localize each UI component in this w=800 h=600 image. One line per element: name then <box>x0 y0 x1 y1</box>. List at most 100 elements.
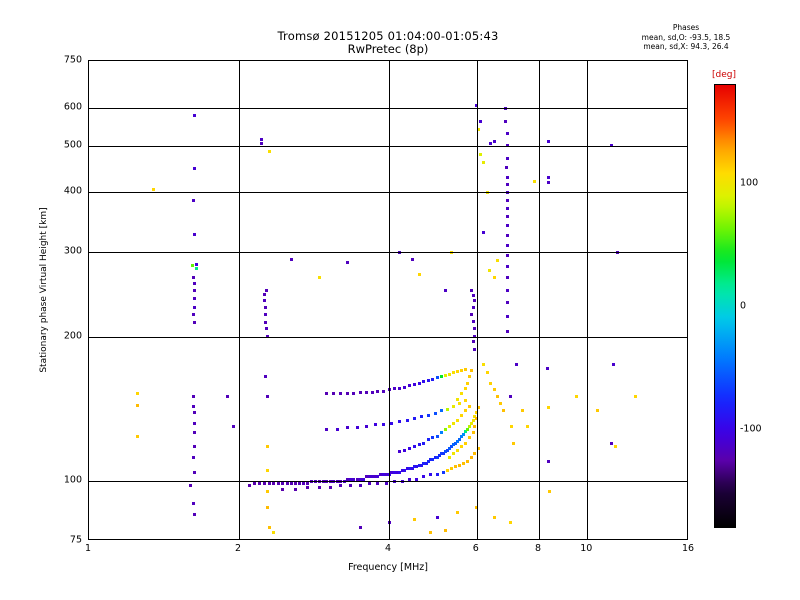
scatter-point <box>454 441 458 445</box>
scatter-point <box>440 375 444 379</box>
scatter-point <box>265 490 269 494</box>
scatter-point <box>408 467 412 471</box>
x-tick-label: 8 <box>534 543 542 554</box>
scatter-point <box>452 421 456 425</box>
scatter-point <box>464 399 468 403</box>
scatter-point <box>506 206 510 210</box>
scatter-point <box>446 448 450 452</box>
scatter-point <box>427 379 430 382</box>
scatter-point <box>450 445 454 448</box>
x-gridline <box>587 61 588 539</box>
scatter-point <box>248 483 252 487</box>
scatter-point <box>444 528 448 532</box>
scatter-point <box>427 459 430 463</box>
scatter-point <box>355 426 359 430</box>
scatter-point <box>505 254 509 257</box>
phase-stats-header: Phases <box>672 23 700 32</box>
scatter-point <box>504 166 508 169</box>
scatter-point <box>435 434 439 438</box>
scatter-point <box>345 477 349 481</box>
scatter-point <box>505 243 509 247</box>
scatter-point <box>448 424 452 428</box>
scatter-point <box>349 477 353 481</box>
scatter-point <box>367 481 371 485</box>
scatter-point <box>403 448 407 452</box>
scatter-point <box>440 409 444 413</box>
scatter-point <box>370 390 374 394</box>
scatter-point <box>477 406 480 410</box>
y-tick-label: 75 <box>69 534 82 546</box>
scatter-point <box>452 443 456 447</box>
scatter-point <box>325 428 329 432</box>
scatter-point <box>520 409 524 413</box>
scatter-point <box>265 335 269 338</box>
scatter-point <box>458 438 462 442</box>
scatter-point <box>281 488 285 491</box>
scatter-point <box>263 375 267 379</box>
x-gridline <box>239 61 240 539</box>
scatter-point <box>485 371 489 375</box>
scatter-point <box>471 305 475 309</box>
y-tick-label: 500 <box>63 139 82 151</box>
scatter-point <box>478 120 482 124</box>
scatter-point <box>420 415 424 419</box>
scatter-point <box>290 481 294 485</box>
scatter-point <box>263 481 266 485</box>
scatter-point <box>475 104 479 108</box>
scatter-point <box>473 335 477 338</box>
scatter-point <box>464 429 468 433</box>
scatter-point <box>405 418 409 422</box>
scatter-point <box>400 469 404 473</box>
scatter-point <box>263 313 267 317</box>
scatter-point <box>456 370 460 374</box>
scatter-point <box>358 483 362 487</box>
scatter-point <box>431 457 435 461</box>
scatter-point <box>464 367 468 371</box>
scatter-point <box>193 431 197 435</box>
scatter-point <box>505 175 509 179</box>
scatter-point <box>152 188 156 191</box>
scatter-point <box>332 392 336 396</box>
scatter-point <box>358 526 362 529</box>
scatter-point <box>265 469 269 473</box>
scatter-point <box>469 313 473 317</box>
scatter-point <box>390 471 394 475</box>
scatter-point <box>448 372 452 376</box>
chart-title-line1: Tromsø 20151205 01:04:00-01:05:43 <box>277 29 499 43</box>
scatter-point <box>612 362 616 366</box>
phase-stats-x: mean, sd,X: 94.3, 26.4 <box>643 42 729 51</box>
scatter-point <box>345 426 349 430</box>
x-tick-label: 16 <box>681 543 695 554</box>
scatter-point <box>460 434 464 438</box>
scatter-point <box>475 410 479 414</box>
scatter-point <box>413 445 416 448</box>
scatter-points-layer <box>89 61 689 541</box>
scatter-point <box>471 431 475 435</box>
scatter-point <box>435 515 439 519</box>
scatter-point <box>382 473 385 477</box>
scatter-point <box>298 481 302 485</box>
scatter-point <box>260 137 264 141</box>
scatter-point <box>456 418 460 422</box>
scatter-point <box>361 477 365 481</box>
scatter-point <box>263 298 266 302</box>
scatter-point <box>505 144 509 147</box>
scatter-point <box>448 446 452 450</box>
scatter-point <box>264 326 268 330</box>
scatter-point <box>415 465 419 469</box>
scatter-point <box>499 402 503 406</box>
scatter-point <box>420 463 424 467</box>
scatter-point <box>464 409 468 413</box>
scatter-point <box>408 477 412 481</box>
y-tick-label: 100 <box>63 474 82 486</box>
scatter-point <box>431 436 435 440</box>
scatter-point <box>452 452 456 456</box>
scatter-point <box>473 424 477 428</box>
scatter-point <box>193 113 197 117</box>
scatter-point <box>435 455 439 459</box>
scatter-point <box>260 141 264 145</box>
scatter-point <box>135 403 139 407</box>
scatter-point <box>505 182 509 186</box>
scatter-point <box>433 455 437 459</box>
